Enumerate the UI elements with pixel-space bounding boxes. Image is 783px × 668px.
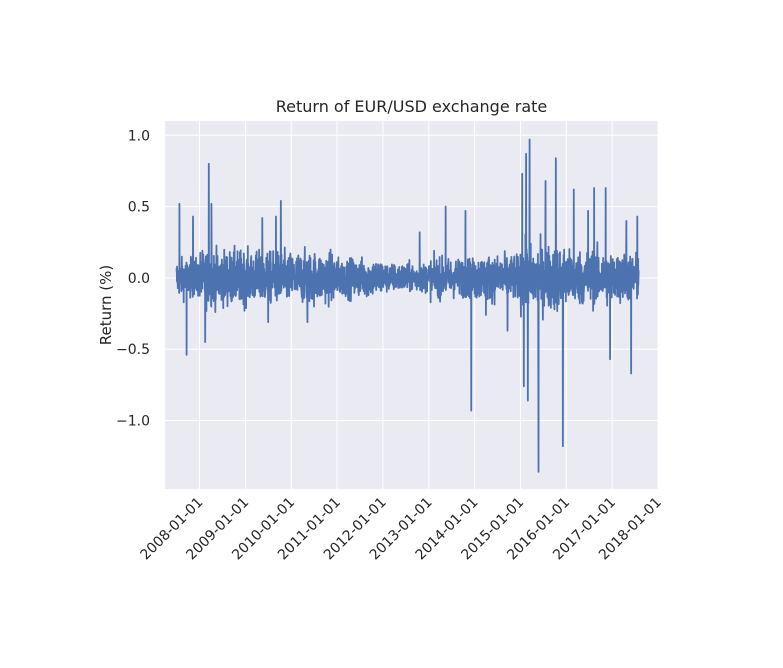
y-tick-label: 0.0 [128,271,150,287]
y-axis-label: Return (%) [97,265,115,346]
y-tick-label: 1.0 [128,128,150,144]
x-axis-tick-labels: 2008-01-012009-01-012010-01-012011-01-01… [137,495,664,564]
y-axis-tick-labels: 1.0 0.5 0.0 −0.5 −1.0 [116,128,150,429]
y-tick-label: 0.5 [128,200,150,216]
y-tick-label: −0.5 [116,342,150,358]
plot-background [165,121,658,489]
y-tick-label: −1.0 [116,414,150,430]
return-series-line [175,138,640,473]
chart-title: Return of EUR/USD exchange rate [276,97,548,116]
